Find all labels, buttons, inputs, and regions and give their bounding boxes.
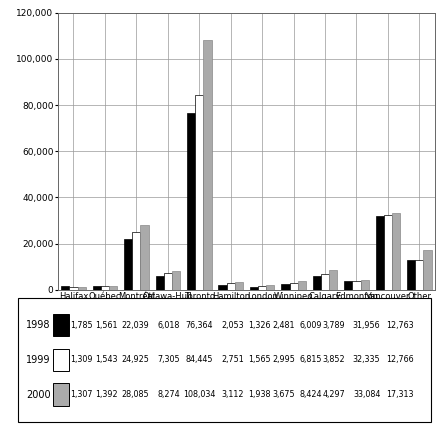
Text: 8,424: 8,424 bbox=[300, 390, 322, 399]
Text: 76,364: 76,364 bbox=[186, 321, 213, 330]
Text: 84,445: 84,445 bbox=[186, 355, 213, 365]
Text: 1999: 1999 bbox=[26, 355, 51, 365]
Bar bbox=[424, 250, 432, 290]
Text: 4,297: 4,297 bbox=[322, 390, 345, 399]
Text: 6,018: 6,018 bbox=[157, 321, 180, 330]
Text: 3,675: 3,675 bbox=[273, 390, 295, 399]
Text: 31,956: 31,956 bbox=[353, 321, 381, 330]
Text: 2000: 2000 bbox=[26, 389, 51, 400]
Bar bbox=[329, 270, 337, 290]
Text: 3,852: 3,852 bbox=[322, 355, 345, 365]
Text: 1,543: 1,543 bbox=[95, 355, 118, 365]
Text: 108,034: 108,034 bbox=[183, 390, 216, 399]
Bar bbox=[53, 383, 68, 406]
Text: 2,481: 2,481 bbox=[273, 321, 295, 330]
Bar bbox=[258, 286, 266, 290]
Bar bbox=[226, 283, 235, 290]
Bar bbox=[93, 286, 101, 290]
Text: 12,766: 12,766 bbox=[386, 355, 413, 365]
Text: 6,009: 6,009 bbox=[300, 321, 322, 330]
Text: 3,789: 3,789 bbox=[322, 321, 345, 330]
Bar bbox=[109, 286, 117, 290]
Bar bbox=[53, 349, 68, 371]
Text: 7,305: 7,305 bbox=[157, 355, 180, 365]
Text: 8,274: 8,274 bbox=[157, 390, 180, 399]
Bar bbox=[132, 232, 140, 290]
Bar bbox=[140, 225, 149, 290]
Bar bbox=[155, 276, 164, 290]
Text: 1,307: 1,307 bbox=[71, 390, 93, 399]
Bar bbox=[61, 285, 69, 290]
Bar bbox=[384, 215, 392, 290]
Text: 17,313: 17,313 bbox=[386, 390, 413, 399]
Text: 2,751: 2,751 bbox=[221, 355, 244, 365]
Bar bbox=[124, 239, 132, 290]
Bar bbox=[195, 95, 203, 290]
Bar bbox=[344, 281, 353, 290]
Bar bbox=[235, 282, 243, 290]
Bar bbox=[353, 281, 361, 290]
Text: 1,565: 1,565 bbox=[248, 355, 271, 365]
Text: 28,085: 28,085 bbox=[122, 390, 149, 399]
Bar bbox=[218, 285, 226, 290]
Bar bbox=[101, 286, 109, 290]
Bar bbox=[361, 280, 369, 290]
Text: 1,326: 1,326 bbox=[248, 321, 270, 330]
Bar bbox=[172, 271, 180, 290]
Text: 3,112: 3,112 bbox=[221, 390, 244, 399]
Bar bbox=[407, 260, 415, 290]
Bar bbox=[376, 216, 384, 290]
Bar bbox=[266, 285, 274, 290]
Text: 1,785: 1,785 bbox=[71, 321, 93, 330]
Bar bbox=[78, 287, 86, 290]
Bar bbox=[321, 274, 329, 290]
Text: 1998: 1998 bbox=[26, 320, 51, 331]
Bar bbox=[289, 283, 297, 290]
Text: 24,925: 24,925 bbox=[122, 355, 149, 365]
Text: 1,309: 1,309 bbox=[71, 355, 93, 365]
Text: 1,392: 1,392 bbox=[95, 390, 118, 399]
Text: 1,561: 1,561 bbox=[95, 321, 118, 330]
Text: 1,938: 1,938 bbox=[248, 390, 270, 399]
Bar bbox=[392, 213, 400, 290]
Bar bbox=[281, 284, 289, 290]
Bar bbox=[297, 281, 306, 290]
Bar bbox=[313, 276, 321, 290]
Text: 2,995: 2,995 bbox=[273, 355, 296, 365]
Bar bbox=[203, 40, 211, 290]
Text: 12,763: 12,763 bbox=[386, 321, 413, 330]
Text: 22,039: 22,039 bbox=[122, 321, 149, 330]
Bar bbox=[53, 314, 68, 337]
Text: 6,815: 6,815 bbox=[300, 355, 322, 365]
Text: 2,053: 2,053 bbox=[221, 321, 244, 330]
Text: 33,084: 33,084 bbox=[353, 390, 381, 399]
Bar bbox=[164, 273, 172, 290]
Bar bbox=[415, 260, 424, 290]
Bar bbox=[69, 287, 78, 290]
Bar bbox=[250, 287, 258, 290]
Text: 32,335: 32,335 bbox=[353, 355, 381, 365]
Bar bbox=[187, 113, 195, 290]
